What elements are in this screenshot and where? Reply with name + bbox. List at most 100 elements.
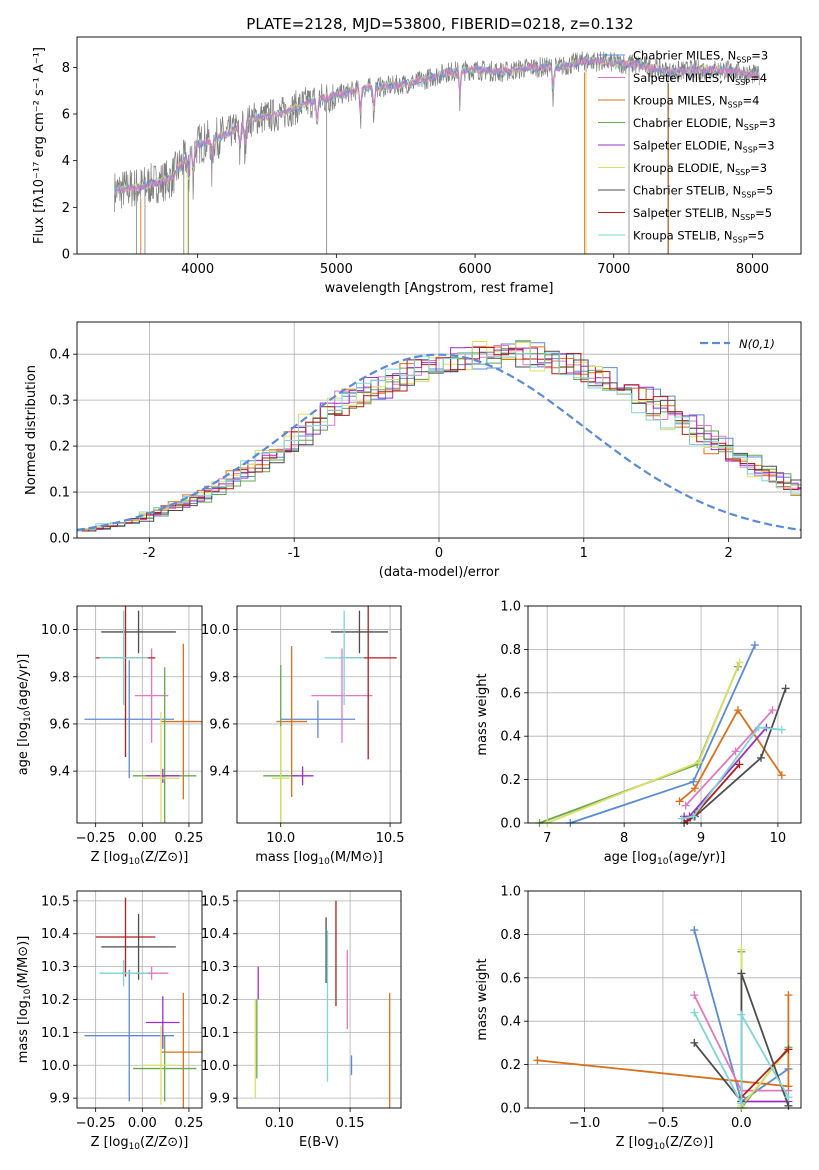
y-tick-label: 10.0 <box>41 623 70 638</box>
weight-marker <box>784 1093 793 1102</box>
x-tick-label: 0.00 <box>128 1116 157 1131</box>
y-tick-label: 10.5 <box>201 894 230 909</box>
weight_vs_age-lines <box>535 641 790 827</box>
residuals-panel: -2 -1 0 1 2 0.0 0.1 0.2 0.3 0.4 (data-model)/error… <box>24 321 802 580</box>
y-tick-label: 10.4 <box>41 927 70 942</box>
y-tick-label: 10.5 <box>41 894 70 909</box>
weight-marker <box>737 969 746 978</box>
y-tick-label: 10.3 <box>41 960 70 975</box>
x-tick-label: 0.00 <box>128 831 157 846</box>
x-tick-label: 6000 <box>459 262 492 277</box>
weight-marker <box>750 641 759 650</box>
y-tick-label: 0.0 <box>500 1102 521 1117</box>
x-tick-label: 8000 <box>736 262 769 277</box>
mass_vs_ebv-grid <box>237 891 401 1108</box>
histogram-series <box>77 345 801 532</box>
y-tick-label: 9.4 <box>49 765 70 780</box>
y-tick-label: 9.9 <box>49 1092 70 1107</box>
age_vs_Z-panel: −0.25 0.00 0.25 9.4 9.6 9.8 10.0 Z [log10(Z/Z⊙)… <box>16 605 203 867</box>
axes-frame <box>236 890 402 1109</box>
y-axis-label: Normed distribution <box>24 365 39 495</box>
axes-frame <box>76 605 203 824</box>
y-tick-label: 10.1 <box>201 1026 230 1041</box>
y-tick-label: 2 <box>62 201 70 216</box>
legend-entry: Chabrier ELODIE, NSSP=3 <box>633 116 776 132</box>
x-axis-label: E(B-V) <box>299 1135 339 1150</box>
weight-marker <box>731 747 740 756</box>
x-tick-label: 7 <box>543 831 551 846</box>
y-tick-label: 9.6 <box>209 717 230 732</box>
mass_vs_Z-errorbars <box>84 897 202 1108</box>
y-tick-label: 0.3 <box>49 394 70 409</box>
age_vs_Z-grid <box>77 606 202 823</box>
y-axis-label: mass [log10(M/M⊙)] <box>16 936 33 1064</box>
x-axis-label: wavelength [Angstrom, rest frame] <box>325 281 554 296</box>
weight-marker <box>735 658 744 667</box>
x-tick-label: 4000 <box>181 262 214 277</box>
y-tick-label: 9.4 <box>209 765 230 780</box>
y-tick-label: 0.1 <box>49 486 70 501</box>
legend-entry: Kroupa ELODIE, NSSP=3 <box>633 161 767 177</box>
weight_vs_Z-panel: −1.0 −0.5 0.0 0.0 0.2 0.4 0.6 0.8 1.0 Z [log10(Z/… <box>475 885 802 1152</box>
y-tick-label: 0.0 <box>500 817 521 832</box>
x-tick-label: 10.5 <box>376 831 405 846</box>
y-tick-label: 0.2 <box>500 1058 521 1073</box>
weight-marker <box>677 814 686 823</box>
y-tick-label: 1.0 <box>500 885 521 900</box>
spectrum-panel: 4000 5000 6000 7000 8000 0 2 4 6 8 wavelength [Ang… <box>32 36 802 296</box>
weight-line <box>681 726 782 820</box>
weight-marker <box>690 1038 699 1047</box>
age_vs_mass-panel: 10.0 10.5 9.4 9.6 9.8 10.0 mass [log10(M/M⊙)] <box>201 605 405 867</box>
weight-marker <box>690 784 699 793</box>
x-tick-label: 8 <box>620 831 628 846</box>
weight-marker <box>784 1101 793 1110</box>
axes-frame <box>236 605 402 824</box>
model-spectrum-line <box>114 56 760 196</box>
weight-marker <box>768 706 777 715</box>
x-tick-label: 0 <box>435 546 443 561</box>
y-tick-label: 4 <box>62 154 70 169</box>
figure-title: PLATE=2128, MJD=53800, FIBERID=0218, z=0… <box>246 15 633 33</box>
legend-entry: Chabrier MILES, NSSP=3 <box>633 49 768 65</box>
axes-frame <box>527 605 802 824</box>
y-tick-label: 0.8 <box>500 643 521 658</box>
axes-frame <box>527 890 802 1109</box>
y-tick-label: 9.9 <box>209 1092 230 1107</box>
x-tick-label: −1.0 <box>569 1116 601 1131</box>
x-tick-label: −0.5 <box>647 1116 679 1131</box>
weight-marker <box>533 1056 542 1065</box>
normal-curve <box>77 353 801 531</box>
weight_vs_age-grid <box>528 605 801 824</box>
histograms <box>77 340 801 532</box>
y-axis-label: mass weight <box>475 673 490 755</box>
weight-line <box>683 688 787 824</box>
histogram-series <box>77 352 801 532</box>
mass_vs_ebv-errorbars <box>254 900 391 1108</box>
weight-marker <box>784 991 793 1000</box>
y-tick-label: 0 <box>62 248 70 263</box>
x-tick-label: −0.25 <box>76 1116 116 1131</box>
y-tick-label: 0.2 <box>500 773 521 788</box>
y-tick-label: 0.4 <box>500 1015 521 1030</box>
y-tick-label: 10.4 <box>201 927 230 942</box>
x-tick-label: 0.10 <box>265 1116 294 1131</box>
legend-entry: Kroupa MILES, NSSP=4 <box>633 94 759 110</box>
age_vs_mass-errorbars <box>263 606 397 823</box>
x-tick-label: 7000 <box>597 262 630 277</box>
y-tick-label: 10.2 <box>41 993 70 1008</box>
legend-entry: Chabrier STELIB, NSSP=5 <box>633 184 773 200</box>
x-axis-label: age [log10(age/yr)] <box>604 850 726 867</box>
weight-marker <box>681 801 690 810</box>
mass_vs_Z-grid <box>77 891 202 1108</box>
y-tick-label: 0.4 <box>500 730 521 745</box>
legend-entry: Salpeter STELIB, NSSP=5 <box>633 206 772 222</box>
weight_vs_Z-lines <box>533 926 793 1112</box>
x-axis-label: Z [log10(Z/Z⊙)] <box>616 1135 714 1152</box>
x-tick-label: 0.0 <box>731 1116 752 1131</box>
weight-marker <box>735 760 744 769</box>
x-tick-label: −0.25 <box>76 831 116 846</box>
y-tick-label: 0.0 <box>49 532 70 547</box>
weight-marker <box>689 777 698 786</box>
mass_vs_Z-panel: −0.25 0.00 0.25 9.9 10.0 10.1 10.2 10.3 10.4 10.5… <box>16 890 203 1152</box>
